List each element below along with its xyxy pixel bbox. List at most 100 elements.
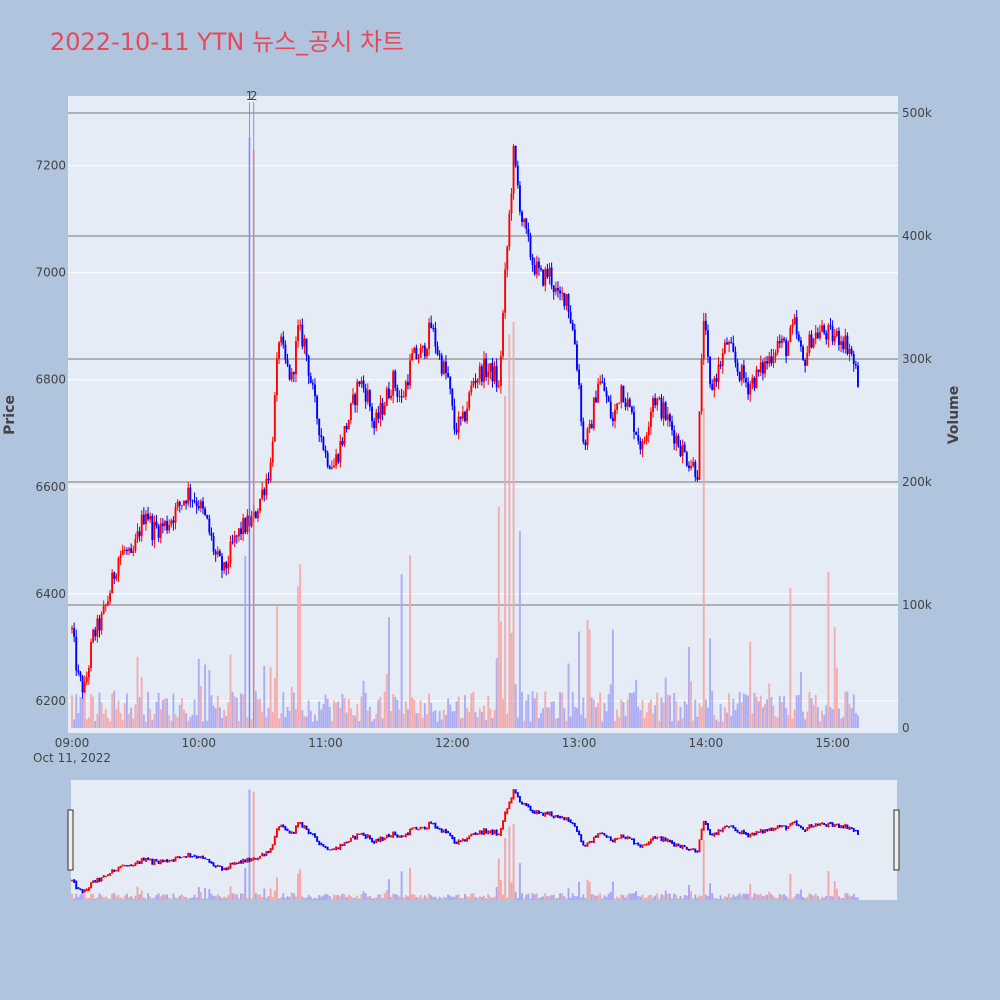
slider-candle bbox=[531, 809, 534, 814]
slider-volume-bar bbox=[601, 898, 604, 900]
volume-bar bbox=[639, 710, 642, 728]
candle-body bbox=[795, 317, 798, 335]
slider-volume-bar bbox=[732, 894, 735, 900]
slider-volume-bar bbox=[398, 896, 401, 900]
slider-candle bbox=[468, 835, 471, 840]
slider-candle bbox=[341, 844, 344, 847]
slider-volume-bar bbox=[694, 894, 697, 900]
slider-candle bbox=[732, 825, 735, 829]
slider-volume-bar bbox=[844, 893, 847, 900]
slider-volume-bar bbox=[736, 895, 739, 900]
candle-body bbox=[825, 333, 828, 340]
slider-volume-bar bbox=[316, 898, 319, 900]
slider-candle bbox=[728, 826, 731, 829]
volume-bar bbox=[138, 697, 141, 728]
candle-body bbox=[797, 334, 800, 341]
volume-bar bbox=[75, 694, 78, 728]
slider-candle bbox=[499, 827, 502, 837]
slider-candle bbox=[328, 849, 331, 851]
volume-bar bbox=[561, 692, 564, 728]
candle-body bbox=[396, 387, 399, 397]
candle-body bbox=[117, 558, 120, 576]
slider-candle bbox=[624, 836, 627, 840]
volume-bar bbox=[835, 667, 838, 728]
volume-bar bbox=[364, 692, 367, 728]
slider-candle bbox=[75, 880, 78, 890]
slider-volume-bar bbox=[734, 896, 737, 900]
volume-bar bbox=[185, 713, 188, 728]
slider-volume-bar bbox=[297, 873, 300, 900]
volume-bar bbox=[352, 715, 354, 728]
slider-volume-bar bbox=[664, 890, 667, 900]
slider-candle bbox=[411, 827, 414, 830]
slider-candle bbox=[240, 860, 242, 864]
range-slider[interactable] bbox=[71, 780, 897, 900]
slider-volume-bar bbox=[360, 894, 363, 900]
candle-body bbox=[442, 361, 445, 374]
candle-body bbox=[104, 604, 107, 607]
slider-volume-bar bbox=[540, 897, 542, 900]
candle-body bbox=[783, 338, 785, 341]
candle-body bbox=[523, 218, 526, 223]
volume-bar bbox=[96, 714, 99, 728]
slider-candle bbox=[311, 833, 314, 836]
volume-bar bbox=[679, 706, 682, 728]
candle-body bbox=[728, 341, 731, 345]
range-slider-left-handle[interactable] bbox=[67, 809, 74, 871]
candle-body bbox=[658, 397, 661, 399]
annotations: 12 bbox=[246, 89, 258, 728]
volume-bar bbox=[195, 715, 198, 728]
slider-volume-bar bbox=[586, 879, 589, 900]
slider-candle bbox=[535, 810, 538, 815]
candle-body bbox=[761, 362, 764, 374]
volume-bar bbox=[506, 713, 509, 728]
candle-body bbox=[286, 359, 289, 365]
volume-bar bbox=[438, 711, 441, 728]
volume-bar bbox=[738, 691, 741, 728]
slider-candle bbox=[77, 887, 80, 890]
slider-volume-bar bbox=[96, 897, 99, 900]
slider-candle bbox=[764, 829, 766, 834]
volume-bar bbox=[590, 697, 593, 728]
candle-body bbox=[189, 487, 192, 501]
candle-body bbox=[457, 416, 460, 433]
volume-bar bbox=[700, 706, 703, 728]
candle-body bbox=[136, 531, 139, 540]
volume-bar bbox=[514, 684, 517, 728]
slider-candle bbox=[768, 828, 771, 832]
volume-bar bbox=[483, 705, 485, 728]
volume-bar bbox=[144, 721, 147, 728]
candle-body bbox=[170, 520, 173, 525]
slider-volume-bar bbox=[506, 897, 509, 900]
candle-body bbox=[445, 361, 447, 373]
volume-bar bbox=[502, 698, 504, 728]
slider-volume-bar bbox=[569, 897, 572, 900]
volume-bar bbox=[814, 695, 817, 728]
volume-bar bbox=[711, 690, 714, 728]
slider-candle bbox=[290, 831, 293, 834]
volume-bar bbox=[269, 667, 272, 728]
slider-candle bbox=[580, 834, 583, 843]
slider-candle bbox=[109, 873, 111, 876]
range-slider-right-handle[interactable] bbox=[893, 809, 900, 871]
volume-bar bbox=[161, 699, 164, 728]
candle-body bbox=[330, 467, 333, 469]
chart-title: 2022-10-11 YTN 뉴스_공시 차트 bbox=[50, 28, 404, 56]
volume-bar bbox=[297, 586, 300, 728]
slider-candle bbox=[656, 836, 659, 840]
volume-bar bbox=[624, 715, 627, 728]
slider-candle bbox=[662, 836, 665, 843]
volume-bar bbox=[314, 714, 316, 728]
slider-candle bbox=[343, 842, 346, 847]
volume-bar bbox=[628, 692, 631, 728]
slider-volume-bar bbox=[660, 894, 663, 900]
slider-volume-bar bbox=[417, 897, 420, 900]
volume-bar bbox=[453, 711, 456, 728]
volume-bar bbox=[288, 710, 291, 728]
volume-bar bbox=[117, 700, 120, 728]
slider-volume-bar bbox=[835, 888, 838, 900]
volume-bar bbox=[635, 679, 638, 728]
slider-candle bbox=[559, 815, 562, 819]
slider-volume-bar bbox=[138, 894, 141, 900]
volume-bar bbox=[292, 692, 295, 728]
